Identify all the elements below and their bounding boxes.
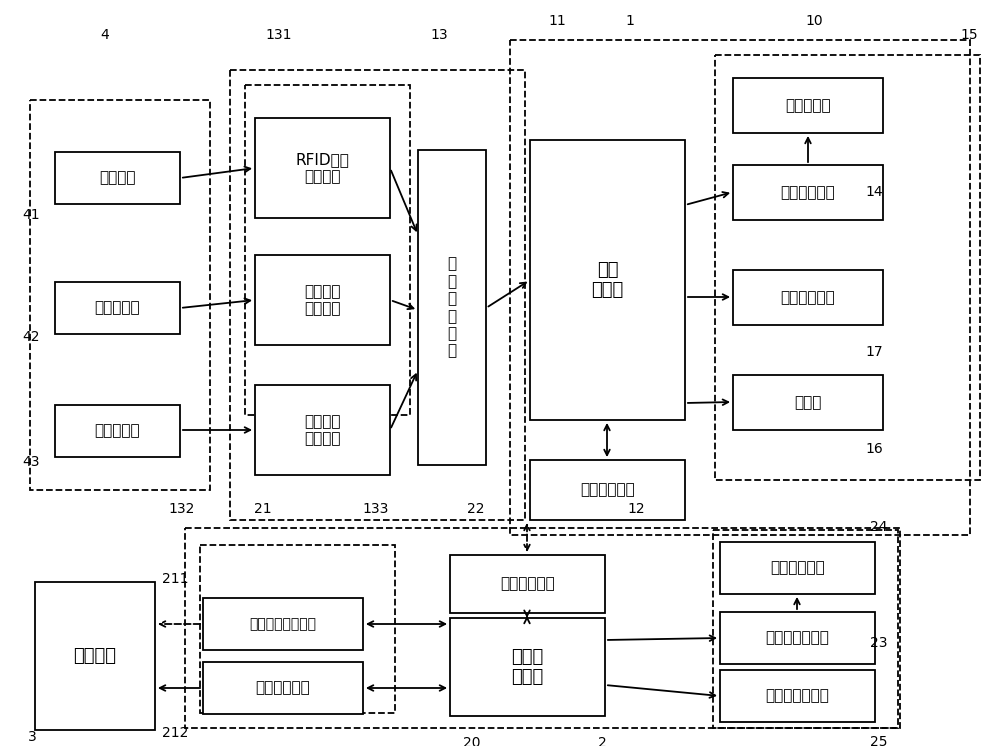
Text: 10: 10 xyxy=(805,14,823,28)
Text: 2: 2 xyxy=(598,736,607,746)
Text: 24: 24 xyxy=(870,520,888,534)
Bar xyxy=(255,255,390,345)
Bar xyxy=(720,670,875,722)
Bar xyxy=(530,140,685,420)
Bar xyxy=(418,150,486,465)
Text: 131: 131 xyxy=(265,28,292,42)
Bar xyxy=(203,598,363,650)
Text: RFID射频
识别装置: RFID射频 识别装置 xyxy=(296,151,349,184)
Text: 终端显示屏: 终端显示屏 xyxy=(785,98,831,113)
Bar xyxy=(733,78,883,133)
Text: 一维条形
码扫描器: 一维条形 码扫描器 xyxy=(304,283,341,316)
Text: 数据通信串口: 数据通信串口 xyxy=(256,680,310,695)
Text: 11: 11 xyxy=(548,14,566,28)
Text: 操作终端: 操作终端 xyxy=(74,647,116,665)
Text: 212: 212 xyxy=(162,726,188,740)
Text: 终端
控制器: 终端 控制器 xyxy=(591,260,624,299)
Text: 4: 4 xyxy=(100,28,109,42)
Text: 25: 25 xyxy=(870,735,888,746)
Bar xyxy=(230,70,525,520)
Text: 3: 3 xyxy=(28,730,37,744)
Bar xyxy=(713,530,898,728)
Text: 管理机显示模块: 管理机显示模块 xyxy=(766,630,829,645)
Bar xyxy=(255,118,390,218)
Bar xyxy=(55,282,180,334)
Text: 管理机音频装置: 管理机音频装置 xyxy=(766,689,829,703)
Bar xyxy=(185,528,900,728)
Text: 无线传输模块接口: 无线传输模块接口 xyxy=(250,617,316,631)
Text: 23: 23 xyxy=(870,636,888,650)
Text: 16: 16 xyxy=(865,442,883,456)
Text: 21: 21 xyxy=(254,502,272,516)
Text: 14: 14 xyxy=(865,185,883,199)
Bar xyxy=(30,100,210,490)
Bar xyxy=(733,270,883,325)
Text: 二维码标签: 二维码标签 xyxy=(95,424,140,439)
Bar xyxy=(715,55,980,480)
Text: 指示灯: 指示灯 xyxy=(794,395,822,410)
Text: 41: 41 xyxy=(22,208,40,222)
Text: 终端音频装置: 终端音频装置 xyxy=(781,290,835,305)
Text: 12: 12 xyxy=(627,502,645,516)
Bar xyxy=(510,40,970,535)
Bar xyxy=(530,460,685,520)
Bar xyxy=(720,542,875,594)
Text: 17: 17 xyxy=(865,345,883,359)
Text: 42: 42 xyxy=(22,330,40,344)
Bar xyxy=(733,375,883,430)
Text: 管理机
控制器: 管理机 控制器 xyxy=(511,648,544,686)
Text: 15: 15 xyxy=(960,28,978,42)
Text: 二维条形
码扫描器: 二维条形 码扫描器 xyxy=(304,414,341,446)
Bar xyxy=(55,405,180,457)
Text: 133: 133 xyxy=(362,502,388,516)
Text: 射频标签: 射频标签 xyxy=(99,171,136,186)
Bar xyxy=(203,662,363,714)
Text: 管理无线模块: 管理无线模块 xyxy=(500,577,555,592)
Bar xyxy=(720,612,875,664)
Text: 132: 132 xyxy=(168,502,194,516)
Text: 22: 22 xyxy=(467,502,484,516)
Bar xyxy=(450,555,605,613)
Text: 管理机显示屏: 管理机显示屏 xyxy=(770,560,825,575)
Bar xyxy=(35,582,155,730)
Bar xyxy=(55,152,180,204)
Bar xyxy=(450,618,605,716)
Text: 终端显示模块: 终端显示模块 xyxy=(781,185,835,200)
Text: 13: 13 xyxy=(430,28,448,42)
Text: 终端无线模块: 终端无线模块 xyxy=(580,483,635,498)
Text: 1: 1 xyxy=(625,14,634,28)
Text: 识
别
输
入
模
块: 识 别 输 入 模 块 xyxy=(447,257,457,359)
Bar xyxy=(255,385,390,475)
Bar xyxy=(200,545,395,713)
Text: 条形码标签: 条形码标签 xyxy=(95,301,140,316)
Text: 20: 20 xyxy=(463,736,480,746)
Bar xyxy=(733,165,883,220)
Bar xyxy=(245,85,410,415)
Text: 211: 211 xyxy=(162,572,188,586)
Text: 43: 43 xyxy=(22,455,40,469)
